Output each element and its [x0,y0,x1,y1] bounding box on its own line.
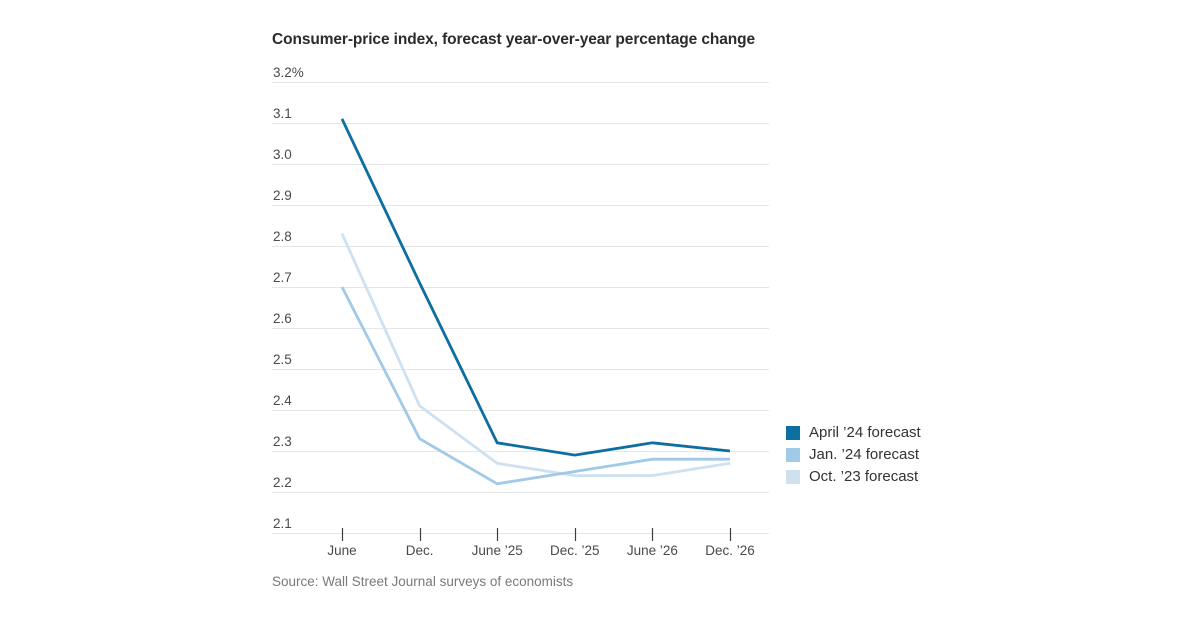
series-line-2 [340,233,731,478]
y-tick-label: 3.2% [273,65,304,80]
x-tick-label: Dec. [406,543,434,558]
x-tick-label: Dec. ’25 [550,543,600,558]
y-tick-label: 2.3 [273,434,292,449]
y-tick-label: 2.4 [273,393,292,408]
legend-swatch-icon [786,425,800,440]
y-tick-label: 2.8 [273,229,292,244]
x-tick-label: June ’25 [472,543,523,558]
y-tick-label: 2.5 [273,352,292,367]
y-tick-label: 3.1 [273,106,292,121]
source-note: Source: Wall Street Journal surveys of e… [272,574,574,589]
legend-label: Jan. ’24 forecast [809,446,920,463]
y-tick-label: 3.0 [273,147,292,162]
y-tick-label: 2.9 [273,188,292,203]
legend-item: Jan. ’24 forecast [786,447,921,462]
legend-item: April ’24 forecast [786,425,921,440]
y-tick-label: 2.6 [273,311,292,326]
legend-label: April ’24 forecast [809,424,921,441]
series-line-1 [340,286,730,486]
y-tick-label: 2.1 [273,516,292,531]
x-tick-label: Dec. ’26 [705,543,755,558]
legend-item: Oct. ’23 forecast [786,469,921,484]
legend: April ’24 forecast Jan. ’24 forecast Oct. … [786,425,921,491]
legend-label: Oct. ’23 forecast [809,468,919,485]
legend-swatch-icon [786,469,800,484]
chart-title: Consumer-price index, forecast year-over… [272,31,756,48]
series-line-0 [340,118,731,457]
legend-swatch-icon [786,447,800,462]
y-tick-label: 2.2 [273,475,292,490]
x-tick-label: June [327,543,356,558]
y-tick-label: 2.7 [273,270,292,285]
x-tick-label: June ’26 [627,543,678,558]
